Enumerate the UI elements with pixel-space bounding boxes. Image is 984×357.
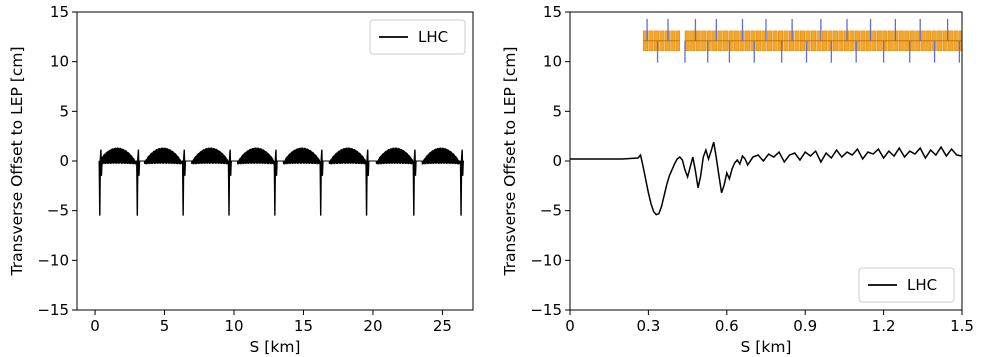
y-axis-label: Transverse Offset to LEP [cm] [8,47,26,277]
x-tick-label: 10 [224,317,243,335]
y-tick-label: 5 [59,102,69,120]
y-axis-label: Transverse Offset to LEP [cm] [501,47,519,277]
insertion-spikes [98,149,464,216]
y-tick-label: −5 [47,202,69,220]
y-tick-label: 10 [543,53,562,71]
x-tick-label: 0.9 [793,317,817,335]
y-tick-label: 10 [50,53,69,71]
left-plot-area [98,147,464,216]
x-tick-label: 25 [433,317,452,335]
y-tick-label: −10 [530,251,562,269]
x-tick-label: 0 [565,317,575,335]
y-tick-label: −15 [530,301,562,319]
right-panel: 0 0.3 0.6 0.9 1.2 1.5 −15 −10 −5 0 5 10 15 S [km] Tran… [501,3,974,356]
magnet-band [642,18,962,63]
x-tick-label: 5 [160,317,170,335]
y-tick-label: 15 [543,3,562,21]
y-tick-label: −5 [540,202,562,220]
y-tick-label: −10 [37,251,69,269]
legend-label: LHC [907,276,937,294]
legend-box [858,267,955,303]
series-line-lhc [98,147,464,165]
right-axes-frame [569,11,963,311]
series-line-lhc [570,141,962,216]
right-plot-area [570,18,962,216]
x-tick-label: 0 [90,317,100,335]
x-tick-label: 1.5 [950,317,974,335]
x-axis-label: S [km] [741,338,792,356]
x-tick-label: 0.3 [636,317,660,335]
legend: LHC [369,19,466,55]
x-tick-label: 1.2 [872,317,896,335]
x-tick-label: 0.6 [715,317,739,335]
y-tick-label: 15 [50,3,69,21]
x-axis-label: S [km] [250,338,301,356]
left-panel: 0 5 10 15 20 25 −15 −10 −5 0 5 10 15 S [km] Transverse… [8,3,474,356]
y-tick-label: −15 [37,301,69,319]
legend-box [369,19,466,55]
x-tick-label: 20 [363,317,382,335]
x-tick-label: 15 [294,317,313,335]
legend-label: LHC [418,28,448,46]
y-tick-label: 0 [552,152,562,170]
y-tick-label: 0 [59,152,69,170]
legend: LHC [858,267,955,303]
y-tick-label: 5 [552,102,562,120]
